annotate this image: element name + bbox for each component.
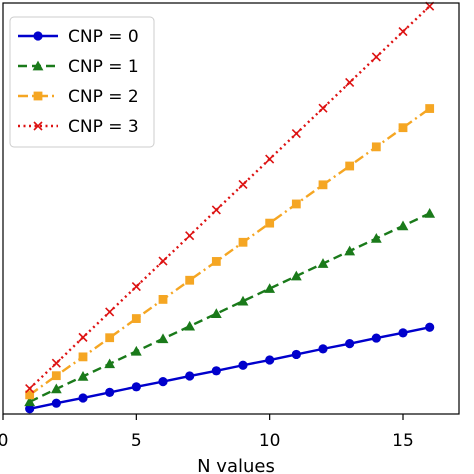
x-tick-label: 15: [392, 431, 414, 451]
series-layer: [24, 1, 436, 414]
series-3: [25, 1, 435, 394]
x-axis-label: N values: [197, 456, 275, 474]
data-point: [50, 383, 62, 394]
data-point: [318, 180, 328, 190]
data-point: [131, 281, 141, 292]
data-point: [291, 199, 301, 209]
data-point: [345, 339, 355, 349]
data-point: [158, 256, 168, 266]
data-point: [424, 207, 436, 218]
data-point: [371, 52, 381, 62]
data-point: [237, 295, 249, 306]
data-point: [130, 345, 142, 356]
data-point: [425, 104, 435, 113]
series-line: [28, 5, 431, 390]
data-point: [51, 371, 61, 381]
series-line: [29, 326, 430, 410]
data-point: [185, 275, 195, 285]
data-point: [51, 398, 61, 408]
data-point: [211, 205, 221, 215]
series-line: [29, 212, 431, 403]
data-point: [185, 231, 195, 241]
data-point: [238, 360, 248, 370]
data-point: [264, 283, 276, 293]
legend-entry: CNP = 0: [18, 27, 139, 47]
legend-entry: CNP = 3: [18, 117, 139, 137]
series-0: [25, 322, 435, 414]
data-point: [51, 358, 61, 368]
legend-label: CNP = 2: [68, 87, 139, 107]
data-point: [184, 320, 196, 331]
data-point: [238, 237, 248, 247]
data-point: [425, 322, 435, 332]
legend-marker: [33, 31, 43, 41]
series-2: [25, 104, 435, 400]
data-point: [371, 142, 381, 152]
data-point: [105, 333, 115, 343]
data-point: [371, 333, 381, 343]
data-point: [105, 387, 115, 398]
data-point: [265, 218, 275, 228]
data-point: [398, 328, 408, 338]
data-point: [370, 233, 382, 243]
data-point: [158, 377, 168, 387]
series-1: [24, 207, 436, 407]
legend-marker: [32, 60, 44, 71]
data-point: [25, 404, 35, 414]
legend-box: [9, 16, 155, 148]
data-point: [265, 154, 275, 164]
data-point: [211, 257, 221, 266]
data-point: [78, 352, 88, 362]
data-point: [291, 349, 301, 360]
data-point: [265, 355, 275, 365]
data-point: [238, 179, 248, 190]
x-axis-ticks: 0 5 10 15: [0, 414, 414, 451]
x-tick-label: 10: [259, 431, 281, 451]
data-point: [131, 314, 141, 323]
legend-label: CNP = 1: [68, 57, 139, 77]
data-point: [24, 396, 36, 407]
data-point: [398, 123, 408, 133]
data-point: [77, 370, 89, 381]
data-point: [210, 308, 222, 319]
series-line: [28, 107, 431, 396]
legend-entry: CNP = 1: [18, 57, 139, 77]
data-point: [318, 103, 328, 113]
legend-entry: CNP = 2: [18, 87, 139, 107]
legend-marker: [33, 91, 43, 101]
legend-label: CNP = 0: [68, 27, 139, 47]
data-point: [158, 295, 168, 304]
data-point: [185, 371, 195, 381]
data-point: [78, 332, 88, 342]
data-point: [131, 382, 141, 392]
data-point: [398, 26, 408, 37]
legend-marker: [33, 121, 43, 131]
data-point: [290, 270, 302, 281]
data-point: [397, 220, 409, 231]
data-point: [104, 358, 116, 369]
data-point: [157, 333, 169, 344]
x-tick-label: 5: [131, 431, 142, 451]
data-point: [25, 390, 35, 400]
data-point: [344, 245, 356, 256]
data-point: [318, 344, 328, 354]
legend: CNP = 0 CNP = 1 CNP = 2 CNP = 3: [9, 16, 155, 148]
data-point: [291, 129, 301, 139]
plot-area-frame: [2, 2, 460, 415]
data-point: [25, 384, 35, 394]
x-tick-label: 0: [0, 431, 8, 451]
data-point: [317, 258, 329, 268]
data-point: [211, 366, 221, 376]
data-point: [78, 393, 88, 403]
data-point: [105, 307, 115, 317]
data-point: [345, 77, 355, 87]
legend-label: CNP = 3: [68, 117, 139, 137]
data-point: [345, 161, 355, 171]
